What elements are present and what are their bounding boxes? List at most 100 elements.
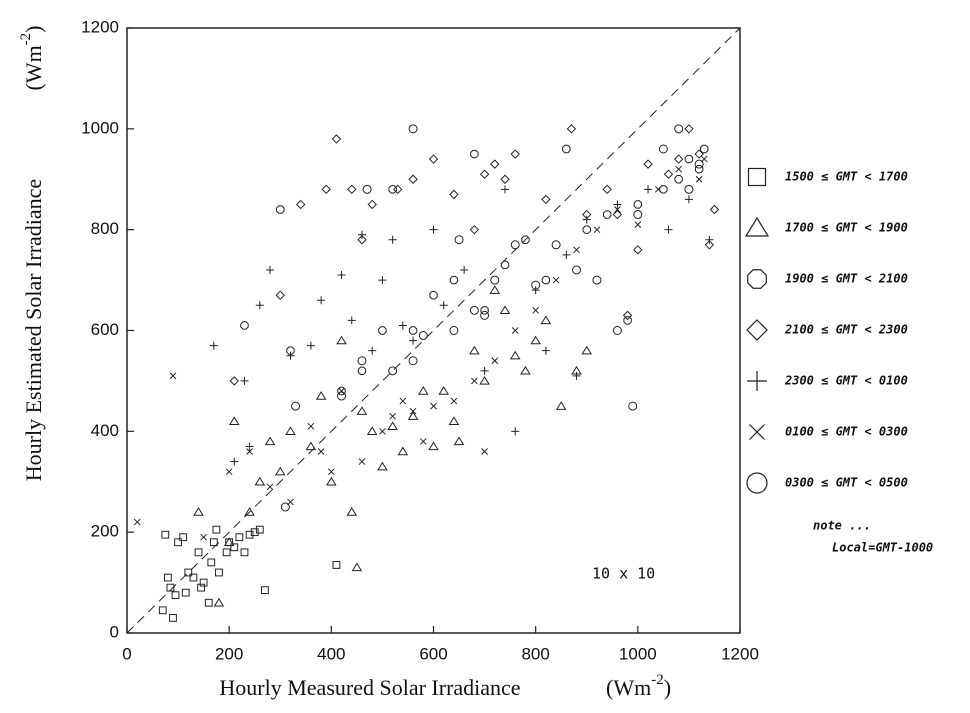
y-axis-unit: (Wm-2) [18,25,46,90]
point [197,583,205,592]
point [388,366,398,376]
point [500,174,510,184]
x-axis-unit: (Wm-2) [606,672,671,700]
point [633,210,643,220]
point [572,265,582,275]
point [166,583,175,592]
point [510,149,520,159]
point [171,591,180,600]
legend-marker [744,216,770,237]
point [193,507,204,516]
point [700,144,709,154]
point [613,200,622,209]
point [694,159,704,169]
point [480,306,489,315]
legend-label: 0300 ≤ GMT < 0500 [785,476,908,490]
x-tick-label: 800 [521,644,549,663]
point [357,366,367,376]
point [530,335,541,345]
legend-marker [746,319,768,341]
point [245,530,254,539]
point [532,306,540,314]
point [521,235,530,244]
point [158,606,167,615]
point [337,391,347,401]
point [541,346,550,355]
point [240,376,249,385]
point [634,221,642,228]
point [582,225,591,234]
point [654,185,662,193]
point [540,315,552,325]
point [393,184,403,195]
point [551,240,561,250]
x-axis-label: Hourly Measured Solar Irradiance [219,675,520,700]
point [409,407,417,415]
point [366,426,378,436]
point [511,327,519,334]
point [469,345,480,355]
point [531,280,541,290]
point [643,159,653,169]
point [407,411,419,420]
point [633,200,643,209]
point [628,401,638,411]
point [417,386,429,395]
point [555,401,567,410]
point [225,468,233,476]
point [490,275,500,285]
point [453,436,465,446]
y-tick-label: 0 [110,622,119,641]
point [337,271,346,280]
point [602,210,612,219]
point [133,518,141,526]
point [223,537,235,546]
point [379,427,386,435]
legend-label: 2300 ≤ GMT < 0100 [784,374,908,388]
point [573,246,580,254]
point [500,260,510,270]
point [163,573,172,582]
point [326,476,337,486]
point [450,397,458,405]
legend-marker [749,424,765,440]
point [562,144,571,154]
point [388,235,397,244]
point [449,326,459,335]
point [398,321,407,330]
one-to-one-line [126,27,741,634]
point [709,204,720,215]
point [469,224,480,235]
point [336,335,347,345]
point [705,235,714,244]
point [276,205,285,214]
point [378,276,387,285]
y-tick-label: 1000 [81,118,119,137]
point [307,422,315,430]
point [189,573,198,582]
point [230,457,239,466]
point [511,427,520,436]
point [673,154,684,164]
point [255,525,264,534]
point [509,350,521,360]
point [489,285,501,294]
point [408,124,418,134]
point [704,240,715,250]
legend-label: 1700 ≤ GMT < 1900 [785,221,908,235]
point [229,376,239,386]
point [429,225,438,234]
point [315,391,327,400]
x-tick-label: 400 [317,644,345,663]
point [480,310,490,320]
y-axis-label: Hourly Estimated Solar Irradiance [21,179,46,481]
annotation: 10 x 10 [592,565,655,583]
point [419,438,427,445]
point [266,266,275,274]
point [582,215,591,224]
point [317,448,325,455]
point [612,326,622,335]
point [222,548,231,557]
point [181,588,190,597]
